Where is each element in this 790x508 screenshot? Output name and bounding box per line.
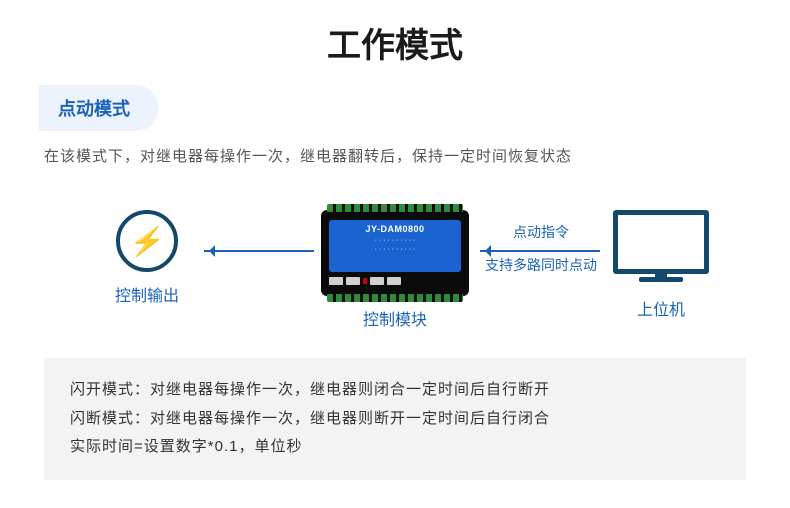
bolt-icon: ⚡	[127, 225, 167, 258]
monitor-icon	[613, 210, 709, 274]
arrow-label-command: 点动指令	[478, 222, 604, 243]
arrow-label-multi: 支持多路同时点动	[478, 255, 604, 276]
device-ports	[329, 276, 461, 286]
note-line-flash-close: 闪断模式：对继电器每操作一次，继电器则断开一定时间后自行闭合	[70, 405, 720, 434]
device-screen: JY-DAM0800 · · · · · · · · · · · · · · ·…	[329, 220, 461, 272]
device-screen-filler: · · · · · · · · · ·	[335, 245, 455, 254]
power-bulb-icon: ⚡	[116, 210, 178, 272]
mode-description: 在该模式下，对继电器每操作一次，继电器翻转后，保持一定时间恢复状态	[44, 145, 790, 166]
page-title: 工作模式	[0, 0, 790, 67]
note-line-flash-open: 闪开模式：对继电器每操作一次，继电器则闭合一定时间后自行断开	[70, 376, 720, 405]
node-host-computer: 上位机	[606, 210, 716, 320]
node-control-output: ⚡ 控制输出	[102, 210, 192, 306]
arrow-module-to-output	[204, 250, 314, 252]
mode-badge: 点动模式	[38, 85, 158, 131]
note-line-timing: 实际时间=设置数字*0.1，单位秒	[70, 433, 720, 462]
arrow-host-labels: 点动指令 支持多路同时点动	[478, 222, 604, 276]
device-screen-filler: · · · · · · · · · ·	[335, 236, 455, 245]
notes-box: 闪开模式：对继电器每操作一次，继电器则闭合一定时间后自行断开 闪断模式：对继电器…	[44, 358, 746, 480]
device-model-text: JY-DAM0800	[335, 224, 455, 236]
device-icon: JY-DAM0800 · · · · · · · · · · · · · · ·…	[321, 210, 469, 296]
node-label-output: 控制输出	[102, 282, 192, 306]
node-label-module: 控制模块	[320, 306, 470, 330]
node-label-host: 上位机	[606, 296, 716, 320]
flow-diagram: 点动指令 支持多路同时点动 ⚡ 控制输出 JY-DAM0800 · · · · …	[0, 210, 790, 350]
node-control-module: JY-DAM0800 · · · · · · · · · · · · · · ·…	[320, 210, 470, 330]
